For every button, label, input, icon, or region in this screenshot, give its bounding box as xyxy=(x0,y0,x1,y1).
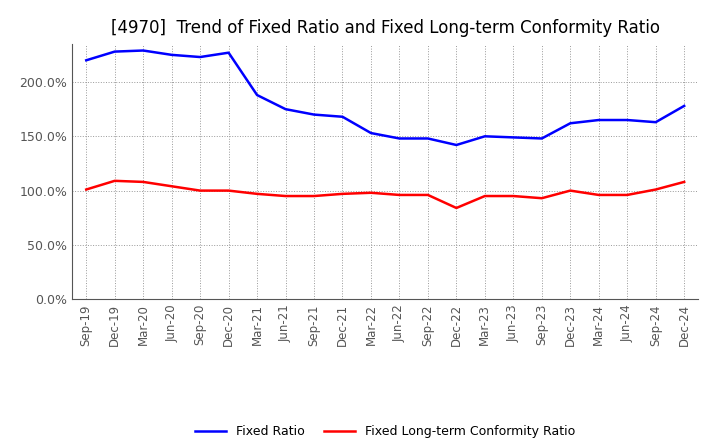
Fixed Long-term Conformity Ratio xyxy=(310,194,318,199)
Fixed Ratio xyxy=(395,136,404,141)
Fixed Ratio xyxy=(595,117,603,123)
Line: Fixed Long-term Conformity Ratio: Fixed Long-term Conformity Ratio xyxy=(86,181,684,208)
Fixed Long-term Conformity Ratio xyxy=(566,188,575,193)
Fixed Long-term Conformity Ratio xyxy=(139,179,148,184)
Fixed Long-term Conformity Ratio xyxy=(537,195,546,201)
Fixed Ratio xyxy=(680,103,688,109)
Line: Fixed Ratio: Fixed Ratio xyxy=(86,51,684,145)
Fixed Long-term Conformity Ratio xyxy=(423,192,432,198)
Fixed Ratio xyxy=(225,50,233,55)
Fixed Ratio xyxy=(196,55,204,60)
Fixed Long-term Conformity Ratio xyxy=(595,192,603,198)
Fixed Ratio xyxy=(537,136,546,141)
Legend: Fixed Ratio, Fixed Long-term Conformity Ratio: Fixed Ratio, Fixed Long-term Conformity … xyxy=(190,420,580,440)
Fixed Long-term Conformity Ratio xyxy=(338,191,347,197)
Fixed Long-term Conformity Ratio xyxy=(253,191,261,197)
Fixed Long-term Conformity Ratio xyxy=(452,205,461,211)
Fixed Long-term Conformity Ratio xyxy=(196,188,204,193)
Fixed Long-term Conformity Ratio xyxy=(623,192,631,198)
Fixed Ratio xyxy=(167,52,176,58)
Fixed Ratio xyxy=(652,120,660,125)
Fixed Long-term Conformity Ratio xyxy=(225,188,233,193)
Fixed Long-term Conformity Ratio xyxy=(167,183,176,189)
Fixed Long-term Conformity Ratio xyxy=(395,192,404,198)
Fixed Ratio xyxy=(480,134,489,139)
Fixed Long-term Conformity Ratio xyxy=(82,187,91,192)
Fixed Long-term Conformity Ratio xyxy=(509,194,518,199)
Fixed Ratio xyxy=(253,92,261,98)
Fixed Long-term Conformity Ratio xyxy=(652,187,660,192)
Fixed Ratio xyxy=(338,114,347,119)
Fixed Ratio xyxy=(423,136,432,141)
Title: [4970]  Trend of Fixed Ratio and Fixed Long-term Conformity Ratio: [4970] Trend of Fixed Ratio and Fixed Lo… xyxy=(111,19,660,37)
Fixed Ratio xyxy=(310,112,318,117)
Fixed Ratio xyxy=(282,106,290,112)
Fixed Ratio xyxy=(566,121,575,126)
Fixed Long-term Conformity Ratio xyxy=(680,179,688,184)
Fixed Ratio xyxy=(110,49,119,54)
Fixed Long-term Conformity Ratio xyxy=(110,178,119,183)
Fixed Long-term Conformity Ratio xyxy=(366,190,375,195)
Fixed Long-term Conformity Ratio xyxy=(282,194,290,199)
Fixed Long-term Conformity Ratio xyxy=(480,194,489,199)
Fixed Ratio xyxy=(139,48,148,53)
Fixed Ratio xyxy=(509,135,518,140)
Fixed Ratio xyxy=(623,117,631,123)
Fixed Ratio xyxy=(82,58,91,63)
Fixed Ratio xyxy=(452,143,461,148)
Fixed Ratio xyxy=(366,130,375,136)
